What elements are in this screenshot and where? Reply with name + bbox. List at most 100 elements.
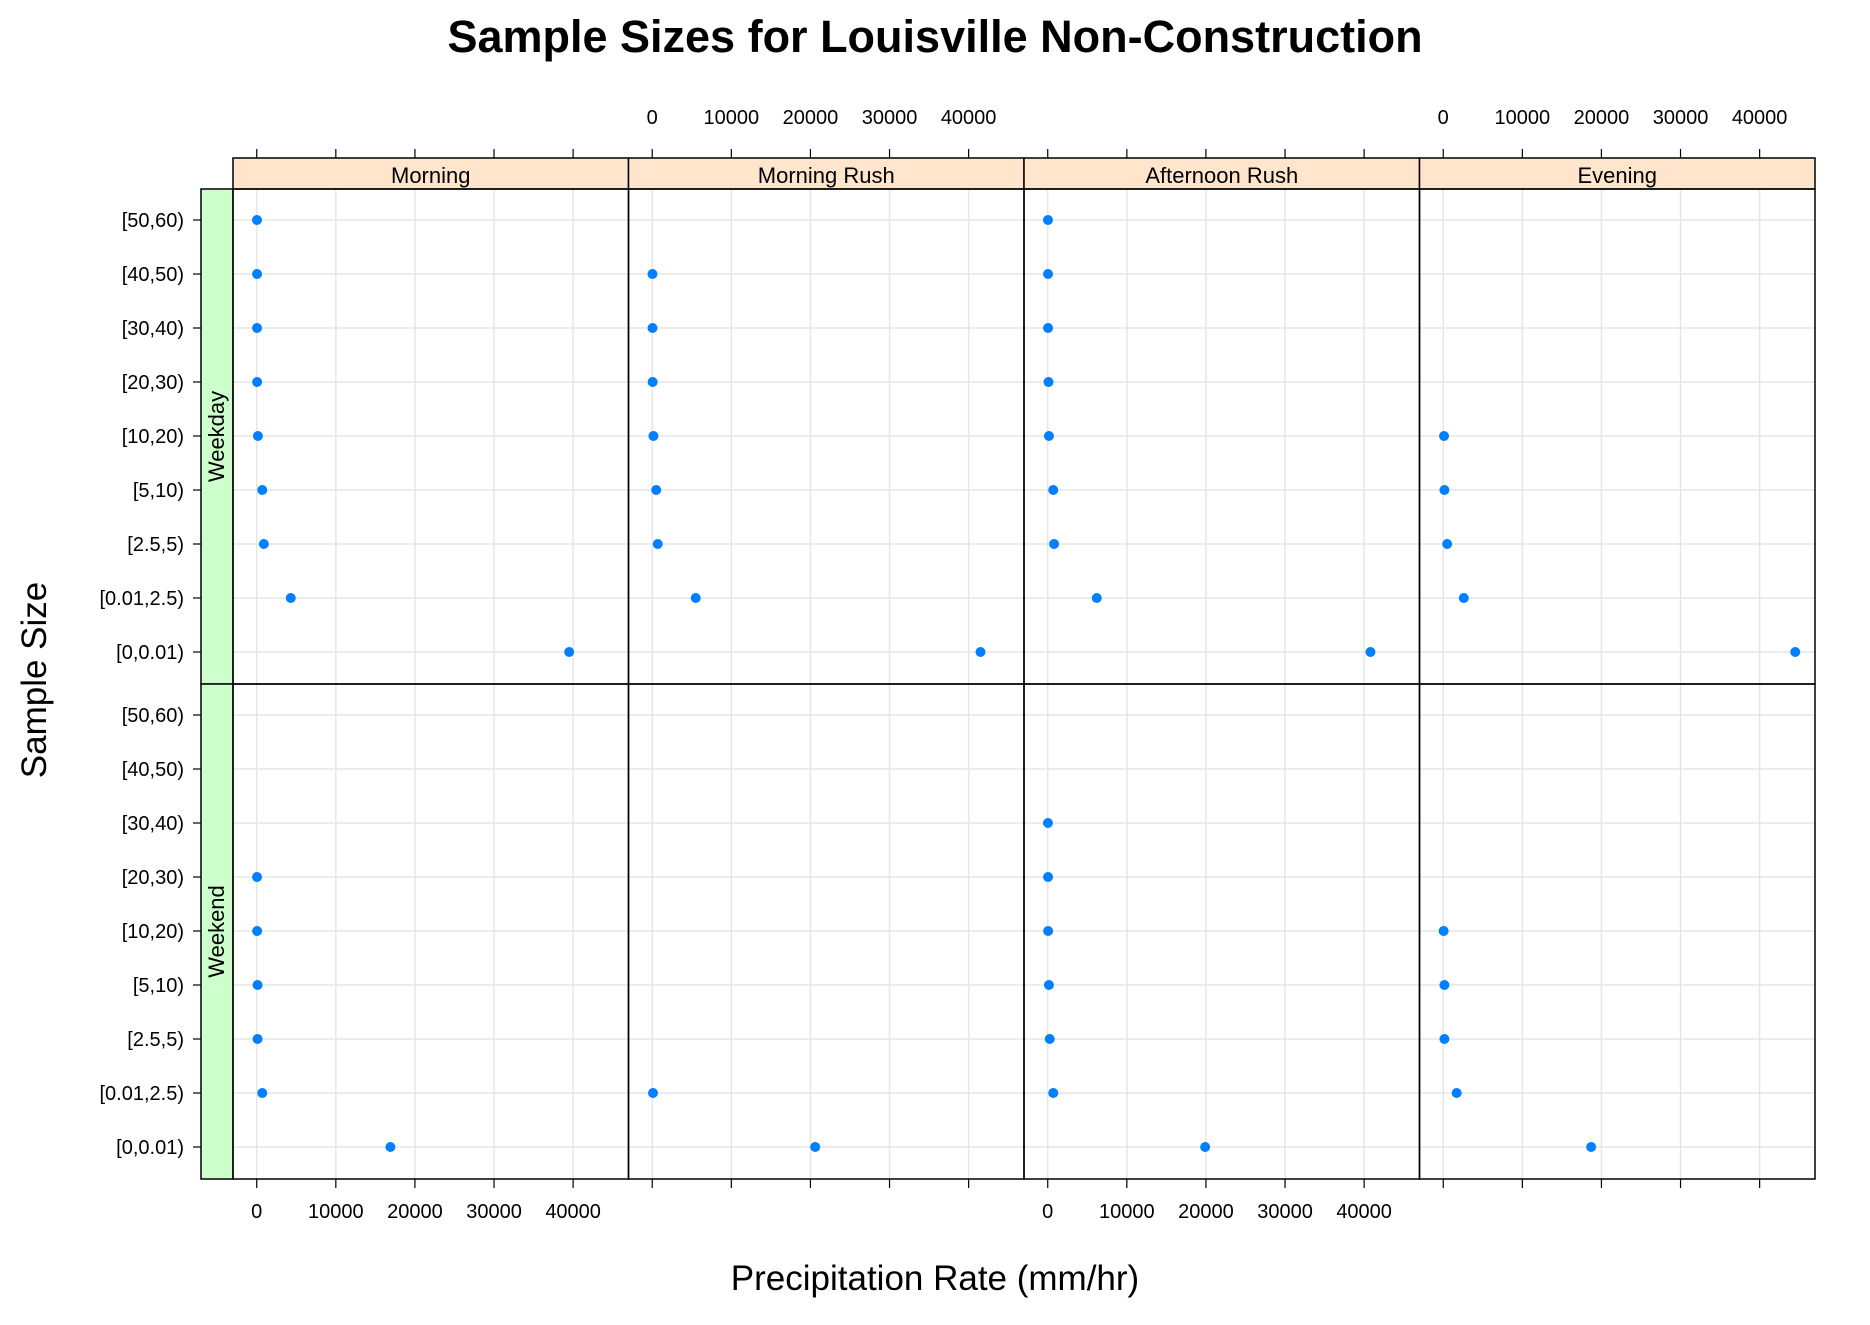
y-tick-label: [20,30) xyxy=(122,867,184,889)
data-point-weekday-morning-rush xyxy=(647,323,658,333)
x-axis-label: Precipitation Rate (mm/hr) xyxy=(731,1259,1139,1298)
data-point-weekday-morning xyxy=(564,647,575,657)
x-tick-label-top: 0 xyxy=(1438,107,1449,129)
y-tick-label: [10,20) xyxy=(122,921,184,943)
y-tick-label: [40,50) xyxy=(122,759,184,781)
y-tick-label: [30,40) xyxy=(122,813,184,835)
x-tick-label-top: 30000 xyxy=(862,107,918,129)
strip-label: Morning Rush xyxy=(758,163,895,188)
condition-label: Weekend xyxy=(204,885,229,978)
y-tick-label: [30,40) xyxy=(122,318,184,340)
data-point-weekday-morning xyxy=(252,431,263,441)
data-point-weekend-afternoon-rush xyxy=(1042,818,1053,828)
x-tick-label-bottom: 40000 xyxy=(1336,1201,1392,1223)
data-point-weekday-afternoon-rush xyxy=(1042,215,1053,225)
data-point-weekend-evening xyxy=(1451,1088,1462,1098)
x-tick-label-top: 20000 xyxy=(783,107,839,129)
data-point-weekend-morning xyxy=(252,1034,263,1044)
y-tick-label: [40,50) xyxy=(122,264,184,286)
x-tick-label-top: 40000 xyxy=(941,107,997,129)
data-point-weekend-morning xyxy=(252,926,263,936)
data-point-weekday-afternoon-rush xyxy=(1043,323,1054,333)
data-point-weekday-morning-rush xyxy=(975,647,986,657)
data-point-weekday-morning xyxy=(258,539,269,549)
strip-morning-rush xyxy=(627,157,1025,190)
y-tick-label: [2.5,5) xyxy=(127,1029,184,1051)
x-tick-label-bottom: 0 xyxy=(1042,1201,1053,1223)
y-tick-label: [2.5,5) xyxy=(127,534,184,556)
x-tick-label-bottom: 20000 xyxy=(387,1201,443,1223)
data-point-weekend-morning xyxy=(385,1142,396,1152)
data-point-weekend-evening xyxy=(1586,1142,1597,1152)
data-point-weekend-evening xyxy=(1438,926,1449,936)
data-point-weekday-morning-rush xyxy=(690,593,701,603)
data-point-weekday-evening xyxy=(1442,539,1453,549)
x-tick-label-bottom: 20000 xyxy=(1178,1201,1234,1223)
x-tick-label-bottom: 30000 xyxy=(466,1201,522,1223)
data-point-weekday-evening xyxy=(1439,485,1450,495)
data-point-weekday-morning xyxy=(252,269,263,279)
condition-label: Weekday xyxy=(204,391,229,482)
data-point-weekday-evening xyxy=(1790,647,1801,657)
data-point-weekend-morning xyxy=(252,872,263,882)
data-point-weekday-morning-rush xyxy=(647,269,658,279)
data-point-weekday-evening xyxy=(1439,431,1450,441)
data-point-weekday-afternoon-rush xyxy=(1043,377,1054,387)
data-point-weekday-afternoon-rush xyxy=(1043,431,1054,441)
panel-border xyxy=(1418,683,1816,1180)
data-point-weekend-afternoon-rush xyxy=(1043,926,1054,936)
x-tick-label-bottom: 30000 xyxy=(1257,1201,1313,1223)
data-point-weekend-afternoon-rush xyxy=(1200,1142,1211,1152)
x-tick-label-top: 30000 xyxy=(1653,107,1709,129)
y-tick-label: [10,20) xyxy=(122,426,184,448)
data-point-weekend-morning xyxy=(252,980,263,990)
y-tick-label: [5,10) xyxy=(133,480,184,502)
data-point-weekday-morning xyxy=(252,323,263,333)
data-point-weekday-afternoon-rush xyxy=(1049,539,1060,549)
strip-label: Morning xyxy=(391,163,470,188)
data-point-weekday-morning-rush xyxy=(647,377,658,387)
data-point-weekday-morning-rush xyxy=(651,485,662,495)
x-tick-label-bottom: 0 xyxy=(251,1201,262,1223)
y-tick-label: [0,0.01) xyxy=(116,642,184,664)
data-point-weekday-evening xyxy=(1458,593,1469,603)
data-point-weekend-morning-rush xyxy=(648,1088,659,1098)
data-point-weekday-morning-rush xyxy=(652,539,663,549)
y-tick-label: [5,10) xyxy=(133,975,184,997)
x-tick-label-top: 40000 xyxy=(1732,107,1788,129)
x-tick-label-top: 0 xyxy=(647,107,658,129)
chart-title: Sample Sizes for Louisville Non-Construc… xyxy=(447,11,1422,62)
y-tick-label: [20,30) xyxy=(122,372,184,394)
y-tick-label: [0.01,2.5) xyxy=(99,588,184,610)
data-point-weekend-morning-rush xyxy=(810,1142,821,1152)
x-tick-label-bottom: 40000 xyxy=(545,1201,601,1223)
data-point-weekday-afternoon-rush xyxy=(1091,593,1102,603)
data-point-weekday-afternoon-rush xyxy=(1043,269,1054,279)
y-tick-label: [50,60) xyxy=(122,705,184,727)
strip-morning xyxy=(232,157,630,190)
strip-label: Afternoon Rush xyxy=(1145,163,1298,188)
data-point-weekday-morning xyxy=(252,377,263,387)
x-tick-label-bottom: 10000 xyxy=(1099,1201,1155,1223)
data-point-weekday-morning xyxy=(251,215,262,225)
y-tick-label: [0,0.01) xyxy=(116,1137,184,1159)
data-point-weekend-afternoon-rush xyxy=(1043,980,1054,990)
data-point-weekday-morning xyxy=(285,593,296,603)
strip-label: Evening xyxy=(1577,163,1657,188)
y-axis-label: Sample Size xyxy=(15,582,54,778)
condition-strip-weekend xyxy=(200,683,234,1180)
data-point-weekday-afternoon-rush xyxy=(1048,485,1059,495)
data-point-weekend-morning xyxy=(257,1088,268,1098)
strip-afternoon-rush xyxy=(1023,157,1421,190)
data-point-weekend-evening xyxy=(1439,980,1450,990)
data-point-weekday-morning xyxy=(257,485,268,495)
data-point-weekday-morning-rush xyxy=(648,431,659,441)
data-point-weekend-afternoon-rush xyxy=(1044,1034,1055,1044)
data-point-weekend-afternoon-rush xyxy=(1043,872,1054,882)
data-point-weekend-afternoon-rush xyxy=(1048,1088,1059,1098)
x-tick-label-bottom: 10000 xyxy=(308,1201,364,1223)
x-tick-label-top: 10000 xyxy=(704,107,760,129)
x-tick-label-top: 10000 xyxy=(1495,107,1551,129)
